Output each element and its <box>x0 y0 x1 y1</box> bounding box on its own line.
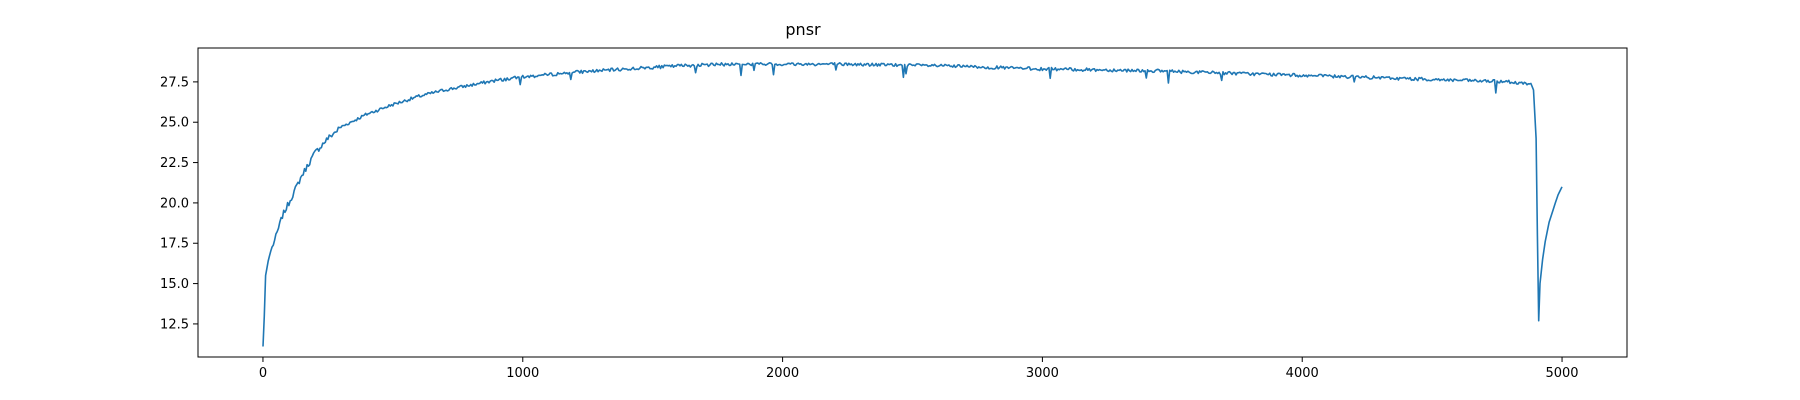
data-layer <box>262 61 1563 347</box>
chart-title: pnsr <box>785 20 821 39</box>
x-tick-label: 2000 <box>766 366 799 381</box>
plot-background <box>198 48 1627 357</box>
x-tick-label: 4000 <box>1286 366 1319 381</box>
axis-layer: 0 1000 2000 3000 4000 5000 12.5 15.0 17.5 20.0 22.… <box>160 47 1628 381</box>
x-tick-label: 0 <box>259 366 267 381</box>
y-tick-label: 20.0 <box>160 196 189 211</box>
y-tick-label: 27.5 <box>160 75 189 90</box>
y-tick-label: 25.0 <box>160 116 189 131</box>
x-tick-label: 5000 <box>1545 366 1578 381</box>
series-line <box>262 61 1563 347</box>
y-tick-label: 12.5 <box>160 317 189 332</box>
y-tick-label: 22.5 <box>160 156 189 171</box>
plot-area <box>198 48 1627 357</box>
y-tick-label: 15.0 <box>160 277 189 292</box>
x-tick-label: 1000 <box>506 366 539 381</box>
x-tick-label: 3000 <box>1026 366 1059 381</box>
y-tick-label: 17.5 <box>160 237 189 252</box>
